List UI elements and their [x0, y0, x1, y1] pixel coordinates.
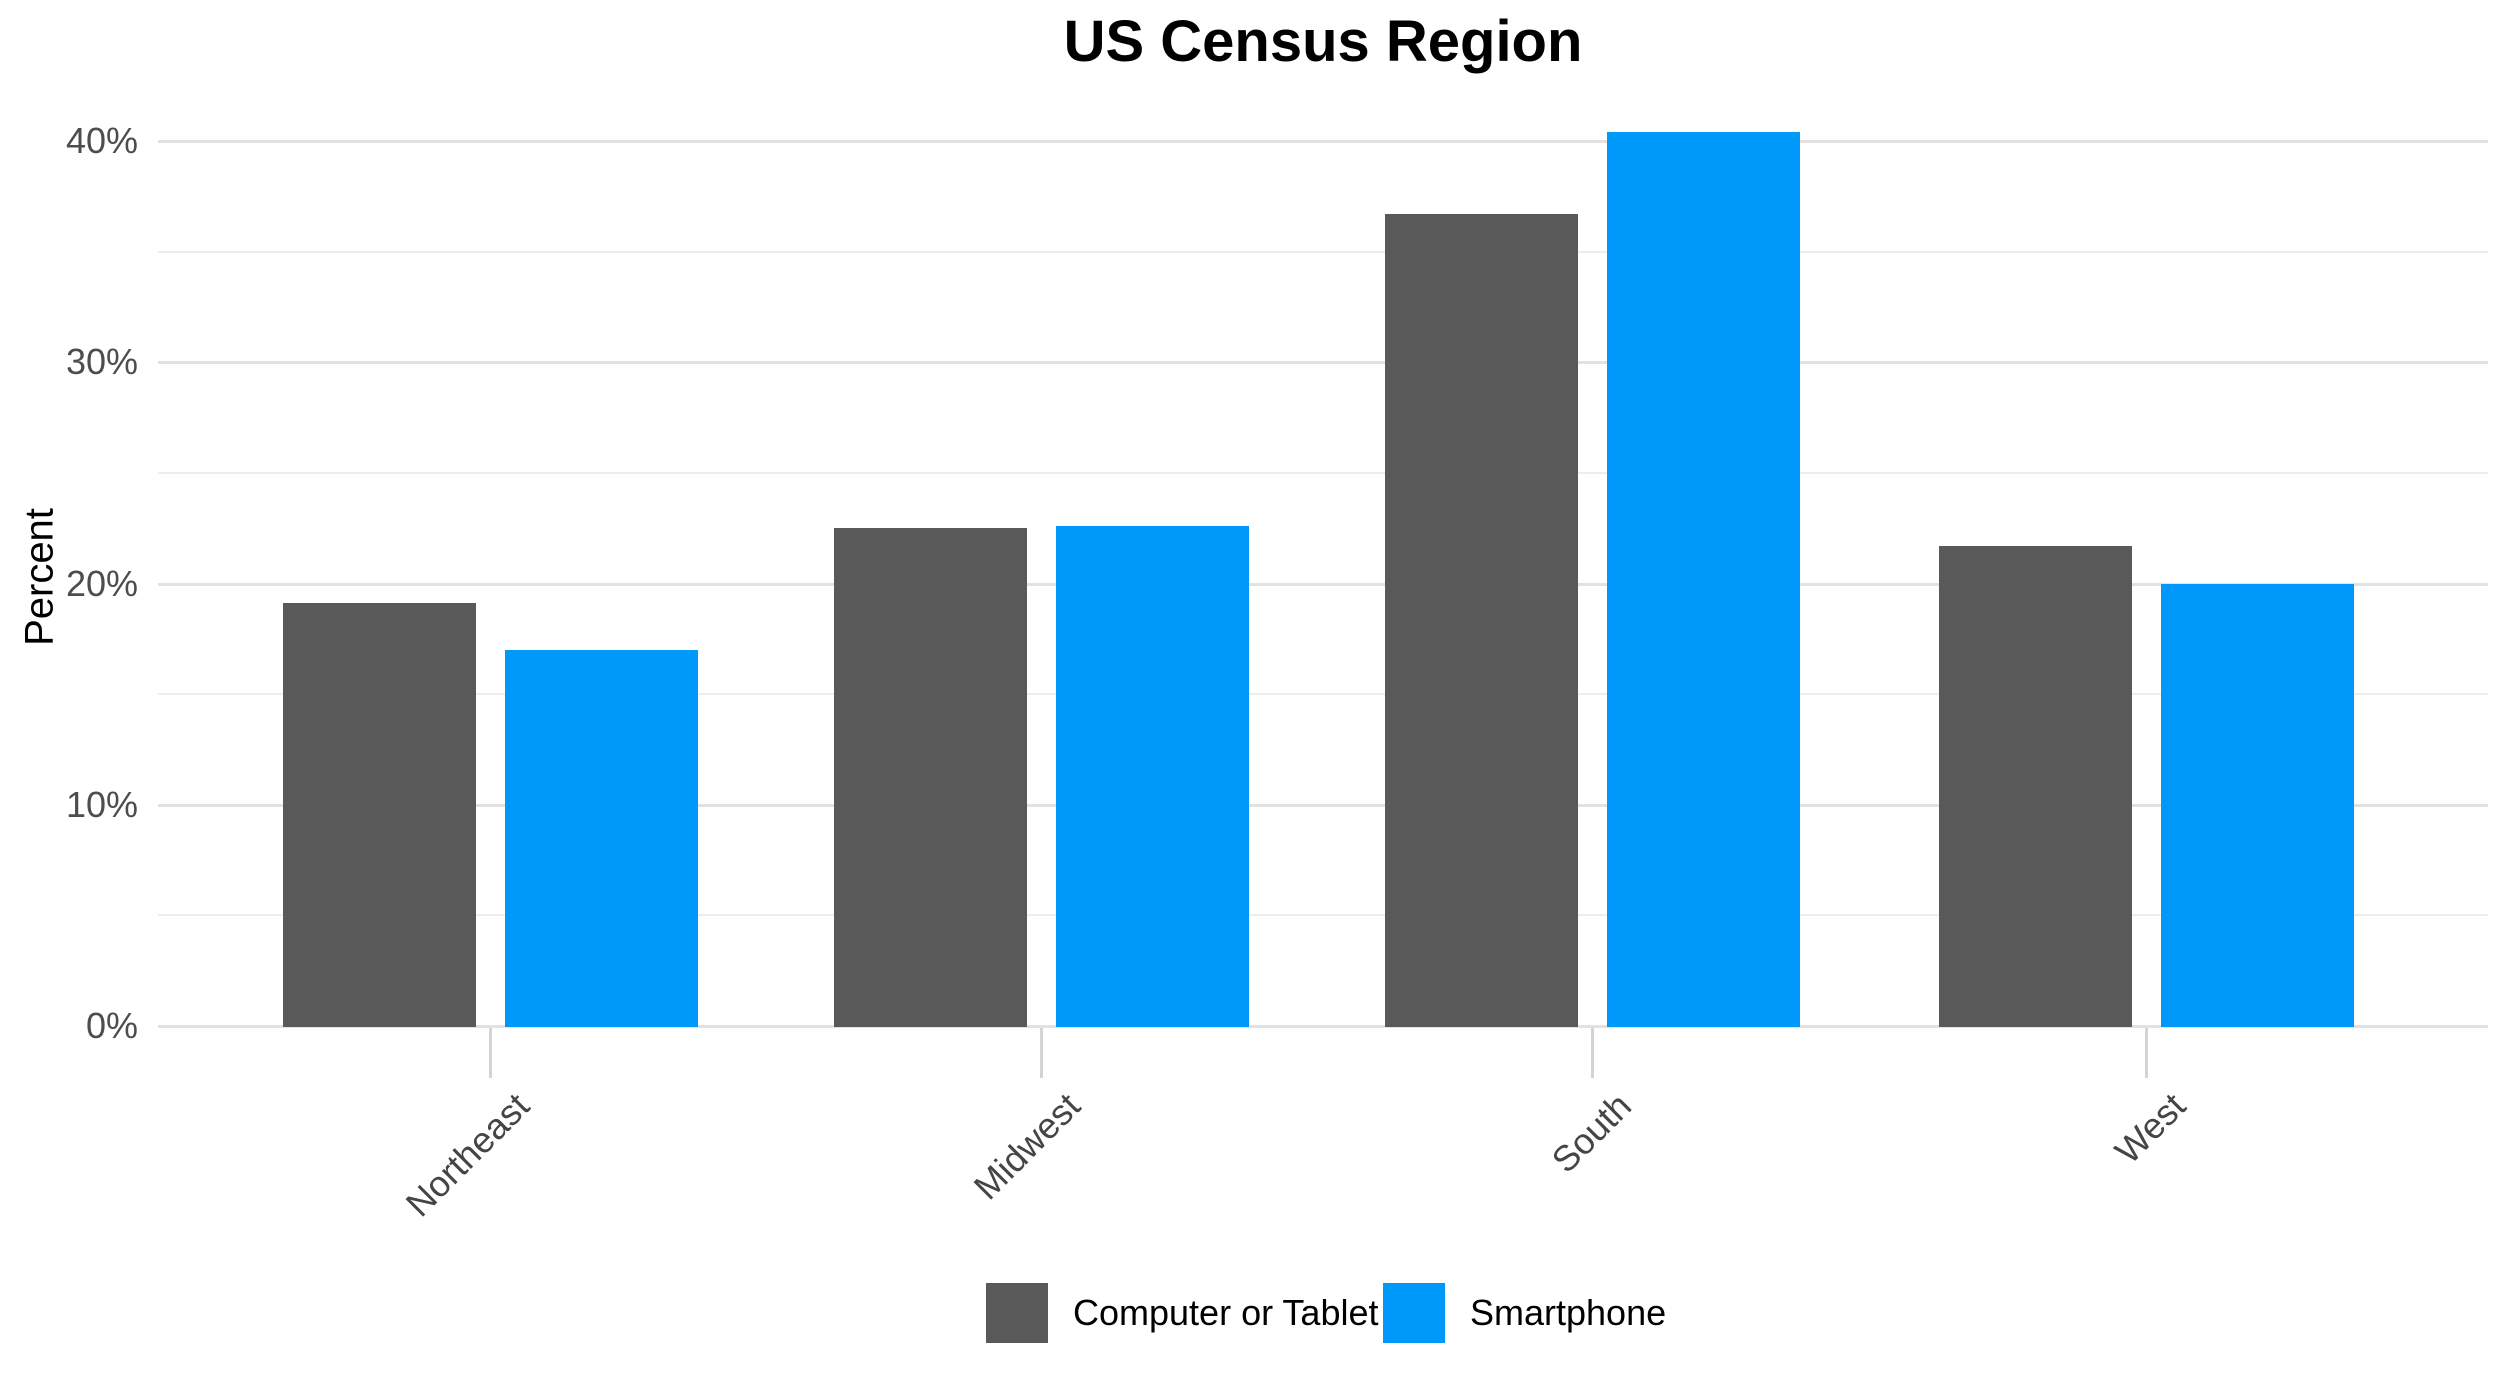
- x-tick-south: [1591, 1028, 1594, 1078]
- bar-computer-or-tablet-northeast: [283, 603, 476, 1027]
- bar-smartphone-south: [1607, 132, 1800, 1027]
- major-gridline-10: [158, 803, 2488, 807]
- minor-gridline-25: [158, 471, 2488, 474]
- legend-swatch-computer-or-tablet: [986, 1283, 1048, 1343]
- bar-computer-or-tablet-west: [1939, 545, 2132, 1027]
- y-tick-label-40: 40%: [65, 120, 138, 161]
- bar-smartphone-midwest: [1056, 525, 1249, 1027]
- x-tick-northeast: [489, 1028, 492, 1078]
- category-label-midwest: Midwest: [965, 1085, 1088, 1208]
- bar-computer-or-tablet-midwest: [834, 528, 1027, 1027]
- major-gridline-40: [158, 140, 2488, 143]
- bar-computer-or-tablet-south: [1385, 214, 1578, 1027]
- minor-gridline-35: [158, 250, 2488, 253]
- chart-title: US Census Region: [1063, 9, 1583, 74]
- legend-label-computer-or-tablet: Computer or Tablet: [1073, 1292, 1379, 1333]
- y-tick-label-20: 20%: [65, 562, 138, 604]
- x-tick-west: [2145, 1028, 2148, 1078]
- x-tick-midwest: [1040, 1028, 1043, 1078]
- bar-smartphone-northeast: [505, 649, 698, 1027]
- minor-gridline-15: [158, 693, 2488, 696]
- legend-swatch-smartphone: [1383, 1283, 1445, 1343]
- bar-smartphone-west: [2161, 583, 2354, 1027]
- major-gridline-0: [158, 1025, 2488, 1028]
- category-label-south: South: [1543, 1085, 1639, 1181]
- y-tick-label-10: 10%: [65, 783, 138, 825]
- category-label-northeast: Northeast: [397, 1085, 537, 1225]
- major-gridline-30: [158, 361, 2488, 365]
- y-tick-label-0: 0%: [85, 1005, 138, 1046]
- minor-gridline-5: [158, 914, 2488, 917]
- y-tick-label-30: 30%: [65, 341, 138, 383]
- category-label-west: West: [2106, 1085, 2193, 1172]
- major-gridline-20: [158, 582, 2488, 586]
- legend-label-smartphone: Smartphone: [1470, 1292, 1667, 1333]
